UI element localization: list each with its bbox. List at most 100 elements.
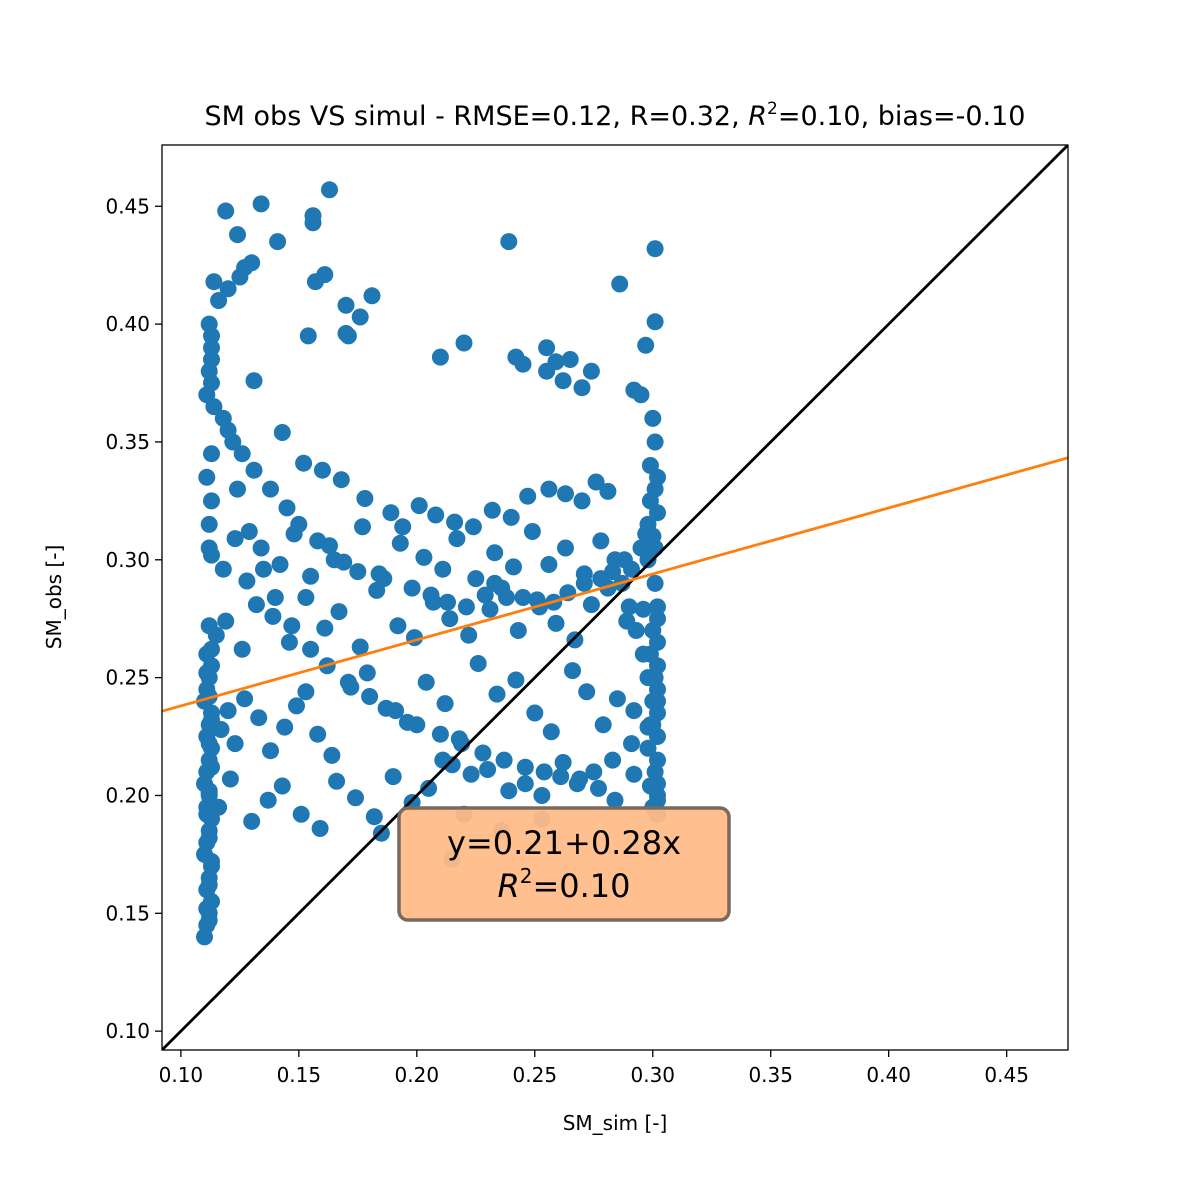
- plot-frame: [161, 144, 1069, 1051]
- x-tick-label: 0.45: [984, 1063, 1029, 1087]
- data-point: [200, 617, 218, 635]
- data-point: [203, 492, 220, 510]
- data-point: [564, 662, 581, 680]
- y-axis-ticks: 0.10 0.15 0.20 0.25 0.30 0.35 0.40 0.45: [105, 194, 162, 1043]
- annotation-r2: R2=0.10: [497, 864, 630, 905]
- data-point: [217, 612, 235, 630]
- data-point: [278, 499, 296, 517]
- data-point: [417, 673, 435, 691]
- data-point: [368, 581, 386, 599]
- identity-line: [162, 145, 1068, 1050]
- data-point: [382, 504, 400, 522]
- data-point: [210, 292, 228, 309]
- data-point: [203, 853, 220, 870]
- y-axis-label: SM_obs [-]: [42, 545, 66, 649]
- data-point: [540, 556, 558, 573]
- data-point: [384, 768, 402, 786]
- data-point: [342, 678, 360, 696]
- data-point: [200, 539, 218, 557]
- data-point: [441, 610, 459, 628]
- data-point: [219, 280, 237, 298]
- fit-lines: [162, 145, 1068, 1050]
- data-point: [431, 348, 449, 366]
- data-point: [200, 688, 218, 705]
- data-point: [351, 308, 369, 326]
- data-point: [535, 763, 553, 781]
- data-point: [203, 758, 220, 776]
- data-point: [462, 765, 480, 783]
- x-tick-label: 0.15: [277, 1063, 322, 1087]
- data-point: [479, 761, 497, 778]
- data-point: [554, 754, 572, 771]
- x-tick-label: 0.20: [395, 1063, 440, 1087]
- data-point: [377, 699, 395, 717]
- data-point: [436, 695, 454, 713]
- data-point: [552, 768, 570, 786]
- fit-annotation: y=0.21+0.28x R2=0.10: [397, 806, 731, 922]
- y-tick-label: 0.15: [105, 901, 150, 925]
- data-point: [431, 725, 449, 743]
- data-point: [644, 716, 662, 734]
- data-point: [203, 327, 220, 345]
- y-tick-label: 0.40: [105, 312, 150, 336]
- data-point: [335, 553, 353, 571]
- data-point: [245, 372, 263, 390]
- data-point: [526, 704, 544, 722]
- data-point: [639, 515, 657, 533]
- data-point: [646, 313, 664, 331]
- data-point: [557, 485, 574, 503]
- data-point: [498, 589, 515, 606]
- data-point: [542, 723, 560, 741]
- x-axis-label: SM_sim [-]: [563, 1111, 668, 1135]
- data-point: [247, 596, 265, 614]
- data-point: [500, 233, 518, 251]
- data-point: [236, 259, 254, 277]
- data-point: [205, 273, 223, 291]
- data-point: [292, 805, 310, 823]
- y-tick-label: 0.45: [105, 194, 150, 218]
- data-point: [316, 619, 334, 637]
- data-point: [450, 730, 468, 748]
- data-point: [649, 598, 666, 616]
- data-point: [394, 518, 412, 536]
- data-point: [295, 454, 313, 472]
- data-point: [516, 775, 534, 793]
- data-point: [203, 445, 220, 463]
- data-point: [273, 424, 291, 441]
- data-point: [363, 287, 381, 305]
- data-point: [415, 548, 433, 566]
- data-point: [252, 539, 270, 557]
- data-point: [573, 492, 591, 510]
- data-point: [264, 607, 282, 625]
- annotation-box: [397, 806, 731, 922]
- data-point: [391, 534, 409, 552]
- data-point: [219, 702, 237, 720]
- data-point: [641, 492, 659, 510]
- data-point: [646, 574, 664, 592]
- data-point: [608, 690, 626, 708]
- data-point: [606, 551, 624, 569]
- data-point: [644, 409, 662, 427]
- y-tick-label: 0.25: [105, 666, 150, 690]
- data-point: [389, 617, 407, 635]
- data-point: [618, 612, 636, 630]
- data-point: [460, 626, 478, 644]
- data-point: [276, 718, 294, 736]
- data-point: [245, 461, 263, 479]
- data-point: [236, 690, 254, 708]
- data-point: [427, 506, 445, 524]
- data-point: [214, 560, 232, 578]
- data-point: [297, 683, 315, 701]
- data-point: [523, 523, 541, 540]
- data-point: [358, 664, 376, 682]
- data-point: [455, 334, 473, 352]
- data-point: [243, 812, 261, 830]
- data-point: [205, 398, 223, 416]
- data-point: [226, 530, 244, 548]
- data-point: [457, 598, 475, 616]
- data-point: [347, 789, 364, 807]
- data-point: [590, 779, 607, 797]
- data-point: [302, 567, 320, 585]
- data-point: [500, 782, 518, 800]
- data-point: [623, 735, 640, 753]
